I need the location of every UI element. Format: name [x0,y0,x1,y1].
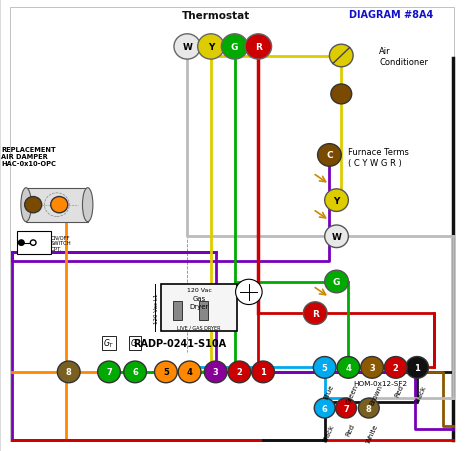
Text: G: G [231,43,238,52]
Text: 1: 1 [260,368,266,377]
Text: White: White [365,423,380,443]
Text: 6: 6 [322,404,328,413]
Text: Y: Y [208,43,214,52]
Text: Black: Black [414,383,428,403]
Bar [17,231,51,255]
Circle shape [25,197,42,213]
Circle shape [384,357,407,378]
Text: 7: 7 [106,368,112,377]
Circle shape [204,361,227,383]
Circle shape [18,240,24,246]
Text: HOM-0x12-SF2: HOM-0x12-SF2 [353,380,407,386]
Circle shape [221,35,248,60]
Circle shape [252,361,274,383]
Text: Dryer: Dryer [190,303,209,309]
Text: Brown: Brown [368,383,383,406]
Text: 2: 2 [237,368,242,377]
Circle shape [236,280,262,305]
Circle shape [198,35,224,60]
Text: 3: 3 [213,368,219,377]
Circle shape [178,361,201,383]
Bar [26,189,88,222]
Text: Black: Black [322,423,335,442]
Bar [173,301,182,320]
Text: 7: 7 [343,404,349,413]
Circle shape [325,189,348,212]
Circle shape [358,398,379,418]
Text: LIVE / GAS DRYER: LIVE / GAS DRYER [177,325,221,330]
Text: R: R [312,309,319,318]
Circle shape [98,361,120,383]
Circle shape [336,398,356,418]
Text: RADP-0241-S10A: RADP-0241-S10A [134,338,227,348]
Text: Green: Green [345,383,359,405]
Circle shape [329,45,353,68]
Circle shape [51,197,68,213]
Circle shape [245,35,272,60]
Circle shape [318,144,341,167]
Text: 8: 8 [366,404,372,413]
Text: Air
Conditioner: Air Conditioner [379,47,428,67]
Text: REPLACEMENT
AIR DAMPER
HAC-0x10-OPC: REPLACEMENT AIR DAMPER HAC-0x10-OPC [1,147,56,167]
Circle shape [314,398,335,418]
Bar [199,301,208,320]
Bar [161,284,237,331]
Circle shape [361,357,383,378]
Circle shape [331,85,352,105]
Text: Thermostat: Thermostat [182,11,250,21]
Text: R: R [255,43,262,52]
Circle shape [155,361,177,383]
Circle shape [325,271,348,293]
Text: Red: Red [394,383,405,398]
Circle shape [325,226,348,248]
Text: ON/OFF
SWITCH
OPT.: ON/OFF SWITCH OPT. [51,235,72,251]
Circle shape [313,357,336,378]
Text: DIAGRAM #8A4: DIAGRAM #8A4 [349,10,433,20]
Text: 2: 2 [393,363,399,372]
Text: 120 Vac: 120 Vac [187,288,211,293]
Text: Blue: Blue [322,383,335,400]
Text: 3: 3 [369,363,375,372]
Circle shape [57,361,80,383]
Text: 120 Vac L1: 120 Vac L1 [154,293,159,323]
Text: C: C [326,151,333,160]
Text: $G_F$: $G_F$ [129,337,141,350]
Text: 8: 8 [66,368,72,377]
Ellipse shape [82,189,93,222]
Circle shape [30,240,36,246]
Text: Gas: Gas [192,295,206,301]
Text: W: W [182,43,192,52]
Text: 5: 5 [322,363,328,372]
Text: Y: Y [333,196,340,205]
Circle shape [337,357,360,378]
Text: 6: 6 [132,368,138,377]
Text: 4: 4 [187,368,192,377]
Circle shape [124,361,146,383]
Text: 5: 5 [163,368,169,377]
Circle shape [406,357,428,378]
Text: 4: 4 [346,363,351,372]
Circle shape [174,35,201,60]
Circle shape [228,361,251,383]
Text: W: W [332,232,341,241]
Text: Red: Red [344,423,356,437]
Text: $G_T$: $G_T$ [103,337,115,350]
Text: 1: 1 [414,363,420,372]
Circle shape [303,302,327,325]
Text: Furnace Terms
( C Y W G R ): Furnace Terms ( C Y W G R ) [348,148,409,167]
Text: G: G [333,277,340,286]
Ellipse shape [21,189,31,222]
